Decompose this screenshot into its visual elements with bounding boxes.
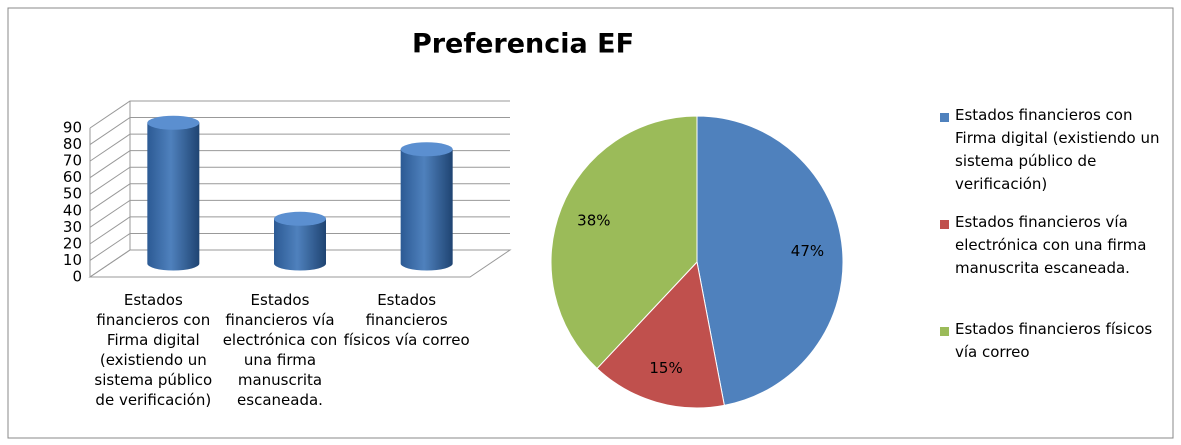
legend-swatch bbox=[940, 327, 949, 336]
x-tick-label: Estados financieros vía electrónica con … bbox=[222, 291, 338, 409]
legend-label: Estados financieros vía electrónica con … bbox=[955, 213, 1147, 277]
y-tick-label: 80 bbox=[63, 135, 82, 153]
y-tick-label: 40 bbox=[63, 201, 82, 219]
y-tick-label: 60 bbox=[63, 168, 82, 186]
grid-line bbox=[89, 183, 510, 212]
x-tick-label: Estados financieros con Firma digital (e… bbox=[94, 291, 213, 409]
y-tick-label: 90 bbox=[63, 119, 82, 137]
legend-label: Estados financieros físicos vía correo bbox=[955, 320, 1153, 361]
x-tick-label: Estados financieros físicos vía correo bbox=[343, 291, 470, 349]
data-label: 15% bbox=[649, 359, 682, 377]
y-tick-label: 50 bbox=[63, 185, 82, 203]
grid-line bbox=[89, 216, 510, 245]
grid-line bbox=[89, 133, 510, 162]
y-tick-label: 70 bbox=[63, 152, 82, 170]
grid-line bbox=[89, 150, 510, 179]
pie-slice bbox=[596, 260, 725, 409]
y-tick-label: 10 bbox=[63, 251, 82, 269]
grid-line bbox=[89, 249, 510, 278]
grid-line bbox=[89, 117, 510, 145]
pie-slice bbox=[696, 115, 844, 406]
grid-line bbox=[89, 166, 510, 195]
bar bbox=[274, 211, 326, 271]
bar bbox=[400, 142, 453, 271]
y-tick-label: 0 bbox=[72, 268, 82, 286]
data-label: 38% bbox=[577, 212, 610, 230]
pie-slice bbox=[550, 115, 698, 370]
y-tick-label: 20 bbox=[63, 234, 82, 252]
legend-swatch bbox=[940, 113, 949, 122]
legend-label: Estados financieros con Firma digital (e… bbox=[955, 106, 1160, 193]
chart-title: Preferencia EF bbox=[412, 29, 634, 60]
grid-line bbox=[89, 232, 510, 261]
bar bbox=[147, 115, 200, 271]
data-label: 47% bbox=[791, 242, 824, 260]
y-tick-label: 30 bbox=[63, 218, 82, 236]
legend-swatch bbox=[940, 220, 949, 229]
grid-line bbox=[89, 100, 510, 129]
grid-line bbox=[89, 199, 510, 228]
